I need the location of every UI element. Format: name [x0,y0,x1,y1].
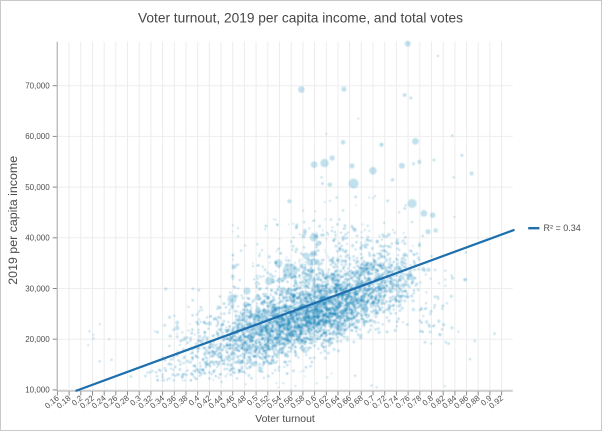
svg-text:R² = 0.34: R² = 0.34 [544,223,581,233]
svg-text:70,000: 70,000 [25,82,50,91]
svg-text:50,000: 50,000 [25,183,50,192]
svg-text:10,000: 10,000 [25,386,50,395]
svg-text:20,000: 20,000 [25,335,50,344]
svg-text:60,000: 60,000 [25,132,50,141]
svg-text:Voter turnout, 2019 per capita: Voter turnout, 2019 per capita income, a… [138,10,463,25]
svg-text:40,000: 40,000 [25,234,50,243]
svg-text:30,000: 30,000 [25,284,50,293]
svg-text:2019 per capita income: 2019 per capita income [6,156,20,285]
svg-text:Voter turnout: Voter turnout [255,414,315,425]
